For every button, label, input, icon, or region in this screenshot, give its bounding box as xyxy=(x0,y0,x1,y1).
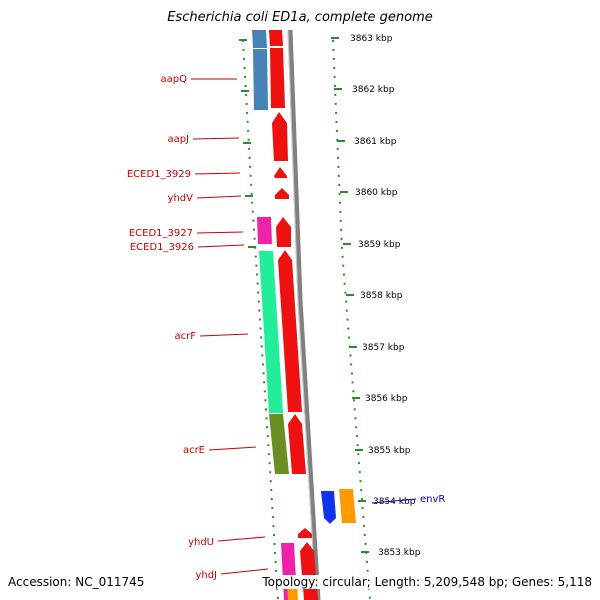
leader-line-yhdj xyxy=(220,568,269,575)
feature-track-red xyxy=(269,30,318,600)
gene-block-orange xyxy=(339,489,356,523)
genome-backbone-highlight xyxy=(287,29,317,600)
gene-block-magenta xyxy=(257,217,272,244)
right-major-tick xyxy=(349,346,357,348)
gene-block-steelblue xyxy=(253,49,268,110)
gene-label-eced1-3929: ECED1_3929 xyxy=(127,169,191,180)
left-tick-ruler xyxy=(239,39,279,600)
accession-text: Accession: NC_011745 xyxy=(8,575,145,589)
gene-label-acrf: acrF xyxy=(175,331,197,342)
right-major-tick xyxy=(352,397,360,399)
leader-line-eced1-3926 xyxy=(197,244,245,248)
label-leaders xyxy=(191,78,417,575)
right-major-tick xyxy=(331,37,339,39)
gene-label-eced1-3926: ECED1_3926 xyxy=(130,242,194,253)
gene-block-steelblue xyxy=(252,30,267,48)
scale-label: 3857 kbp xyxy=(362,343,405,353)
leader-line-eced1-3927 xyxy=(196,231,244,234)
leader-line-acrf xyxy=(199,333,249,337)
genome-summary-text: Topology: circular; Length: 5,209,548 bp… xyxy=(262,575,592,589)
gene-arrow-red xyxy=(275,188,289,199)
scale-labels: 3863 kbp 3862 kbp 3861 kbp 3860 kbp 3859… xyxy=(350,34,421,558)
right-tick-dash-line xyxy=(332,39,371,600)
scale-label: 3863 kbp xyxy=(350,34,393,44)
gene-arrow-red xyxy=(276,217,291,247)
gene-block-olive xyxy=(269,414,289,474)
gene-label-aapq: aapQ xyxy=(161,74,188,85)
map-title: Escherichia coli ED1a, complete genome xyxy=(167,10,433,25)
scale-label: 3858 kbp xyxy=(360,291,403,301)
gene-arrow-red xyxy=(274,167,287,178)
gene-labels: aapQ aapJ ECED1_3929 yhdV ECED1_3927 ECE… xyxy=(127,74,446,581)
gene-arrow-red xyxy=(298,528,312,538)
right-major-tick xyxy=(340,191,348,193)
left-major-tick xyxy=(241,90,249,92)
right-major-tick xyxy=(346,294,354,296)
left-major-tick xyxy=(239,39,247,41)
leader-line-eced1-3929 xyxy=(194,172,241,175)
gene-arrow-red xyxy=(272,112,288,161)
right-major-tick xyxy=(358,500,366,502)
gene-arrow-blue xyxy=(321,491,336,524)
scale-label: 3862 kbp xyxy=(352,85,395,95)
gene-label-acre: acrE xyxy=(183,445,205,456)
gene-label-aapj: aapJ xyxy=(167,134,189,145)
scale-label: 3859 kbp xyxy=(358,240,401,250)
scale-label: 3860 kbp xyxy=(355,188,398,198)
scale-label: 3861 kbp xyxy=(354,137,397,147)
right-tick-ruler xyxy=(331,37,371,600)
scale-label: 3855 kbp xyxy=(368,446,411,456)
right-major-tick xyxy=(343,243,351,245)
scale-label: 3853 kbp xyxy=(378,548,421,558)
left-major-tick xyxy=(248,246,256,248)
gene-block-aqua xyxy=(259,251,283,413)
gene-label-yhdj: yhdJ xyxy=(195,570,217,581)
feature-track-right xyxy=(287,489,356,600)
gene-label-envr: envR xyxy=(420,494,445,505)
gene-arrow-red xyxy=(288,414,306,474)
leader-line-envr xyxy=(371,498,417,504)
right-major-tick xyxy=(355,449,363,451)
gene-arrow-red xyxy=(269,30,283,46)
gene-label-yhdv: yhdV xyxy=(168,193,194,204)
leader-line-yhdv xyxy=(196,195,242,199)
left-major-tick xyxy=(243,142,251,144)
gene-label-yhdu: yhdU xyxy=(188,537,214,548)
leader-line-acre xyxy=(208,446,257,451)
gene-arrow-red xyxy=(270,48,285,108)
gene-arrow-red xyxy=(278,250,302,412)
right-major-tick xyxy=(337,140,345,142)
genome-backbone xyxy=(287,29,321,600)
left-major-tick xyxy=(245,195,253,197)
leader-line-yhdu xyxy=(217,536,266,542)
left-tick-dash-line xyxy=(242,39,279,600)
scale-label: 3854 kbp xyxy=(373,497,416,507)
scale-label: 3856 kbp xyxy=(365,394,408,404)
leader-line-aapj xyxy=(192,137,240,140)
right-major-tick xyxy=(334,88,342,90)
gene-label-eced1-3927: ECED1_3927 xyxy=(129,228,193,239)
right-major-tick xyxy=(361,551,369,553)
